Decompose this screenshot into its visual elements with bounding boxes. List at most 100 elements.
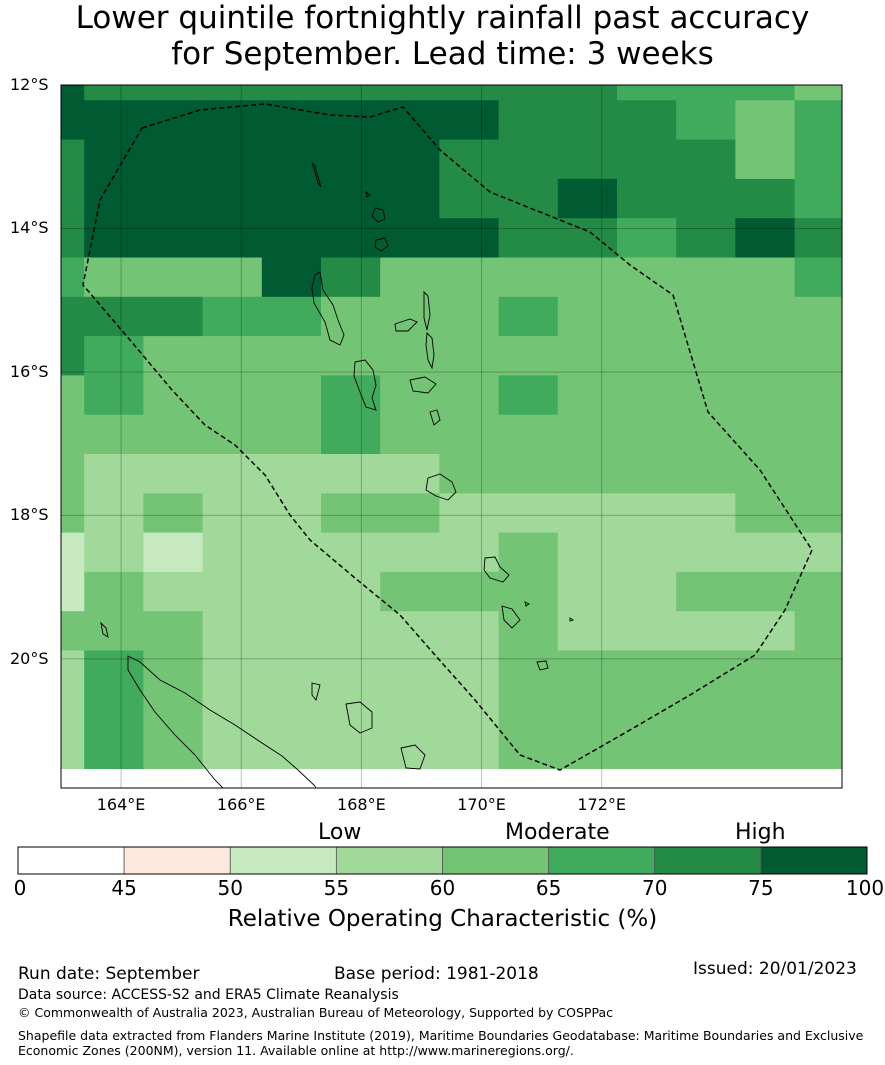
roc-cell [261, 336, 322, 376]
roc-cell [617, 689, 677, 730]
island-erromango [483, 556, 510, 583]
roc-cell [439, 336, 500, 376]
roc-cell [84, 493, 144, 534]
roc-cell [617, 336, 677, 376]
roc-cell [84, 414, 144, 455]
roc-cell [794, 218, 842, 259]
roc-cell [261, 85, 322, 101]
roc-cell [557, 493, 618, 534]
shapefile-credit-line-1: Shapefile data extracted from Flanders M… [18, 1028, 864, 1043]
roc-cell [143, 454, 204, 494]
roc-cell [143, 611, 204, 652]
lon-tick-label: 166°E [216, 795, 266, 814]
roc-cell [143, 532, 204, 573]
roc-cell [202, 454, 263, 494]
roc-cell [202, 611, 263, 652]
roc-cell [794, 729, 842, 769]
roc-cell [380, 493, 440, 534]
roc-cell [321, 650, 381, 691]
roc-cell [557, 375, 618, 416]
roc-cell [439, 257, 500, 298]
roc-cell [61, 139, 85, 180]
island-futuna [524, 601, 530, 607]
roc-cell [735, 375, 796, 416]
roc-cell [854, 493, 885, 533]
roc-cell [143, 218, 204, 259]
roc-cell [84, 571, 144, 612]
roc-cell [735, 611, 796, 652]
colorbar-title: Relative Operating Characteristic (%) [227, 906, 658, 932]
roc-cell [321, 611, 381, 652]
roc-cell [735, 336, 796, 376]
roc-cell [557, 85, 618, 101]
roc-cell [794, 493, 842, 534]
roc-cell [854, 297, 885, 337]
roc-cell [735, 729, 796, 769]
colorbar-segment [17, 846, 125, 875]
colorbar-tick: 50 [217, 876, 243, 900]
colorbar-tick: 100 [845, 876, 885, 900]
data-source: Data source: ACCESS-S2 and ERA5 Climate … [18, 987, 399, 1003]
roc-cell [61, 178, 85, 219]
colorbar-segment [548, 846, 656, 875]
roc-cell [380, 139, 440, 180]
roc-cell [61, 571, 85, 612]
roc-cell [557, 257, 618, 298]
roc-cell [143, 375, 204, 416]
roc-cell [439, 139, 500, 180]
roc-cell [321, 375, 381, 416]
roc-cell [794, 454, 842, 494]
roc-cell [557, 218, 618, 259]
roc-cell [676, 178, 736, 219]
roc-cell [676, 414, 736, 455]
island-mare [400, 744, 426, 770]
roc-cell [321, 296, 381, 337]
colorbar-segment [335, 846, 443, 875]
roc-cell [321, 85, 381, 101]
roc-cell [261, 454, 322, 494]
roc-cell [617, 296, 677, 337]
roc-cell [143, 650, 204, 691]
roc-cell [676, 689, 736, 730]
roc-cell [854, 415, 885, 455]
lon-tick-label: 164°E [96, 795, 146, 814]
roc-cell [498, 414, 559, 455]
lon-tick-label: 172°E [577, 795, 627, 814]
roc-cell [380, 218, 440, 259]
roc-cell [676, 139, 736, 180]
colorbar-segment [442, 846, 550, 875]
roc-cell [794, 85, 842, 101]
roc-cell [498, 454, 559, 494]
island-efate [425, 473, 457, 501]
roc-cell [854, 258, 885, 298]
colorbar-segment [123, 846, 231, 875]
roc-cell [676, 257, 736, 298]
roc-cell [735, 454, 796, 494]
roc-cell [854, 218, 885, 258]
copyright: © Commonwealth of Australia 2023, Austra… [18, 1005, 613, 1020]
roc-cell [498, 100, 559, 141]
roc-cell [380, 414, 440, 455]
roc-cell [498, 571, 559, 612]
island-gaua [374, 237, 389, 252]
roc-cell [735, 85, 796, 101]
roc-cell [84, 689, 144, 730]
roc-cell [676, 218, 736, 259]
island-tanna [501, 605, 521, 629]
roc-cell [676, 85, 736, 101]
roc-cell [557, 729, 618, 769]
roc-cell [498, 611, 559, 652]
island-ambrym [409, 376, 437, 394]
roc-cell [854, 651, 885, 691]
roc-cell [854, 375, 885, 415]
roc-cell [439, 178, 500, 219]
roc-cell [676, 532, 736, 573]
chart-title: Lower quintile fortnightly rainfall past… [0, 0, 885, 72]
roc-cell [143, 571, 204, 612]
roc-cell [854, 336, 885, 376]
roc-cell [321, 257, 381, 298]
roc-cell [380, 729, 440, 769]
island-pentecost [425, 331, 435, 370]
roc-cell [61, 414, 85, 455]
roc-cell [261, 611, 322, 652]
